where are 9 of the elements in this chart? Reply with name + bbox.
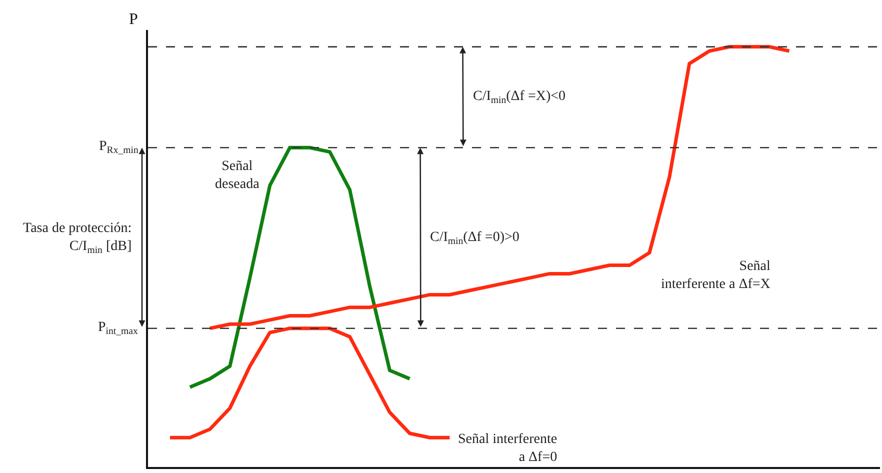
series-label: Señal interferente a Δf=0 bbox=[458, 432, 558, 466]
text: Tasa de protección: C/I$_{min}$ [dB] bbox=[23, 221, 132, 256]
series-label: Señal interferente a Δf=X bbox=[661, 259, 771, 292]
ref-line-label: P$_{Rx_min}$ bbox=[99, 139, 138, 156]
y-axis-title: P bbox=[129, 11, 138, 28]
annotation: C/I$_{min}$(Δf =X)<0 bbox=[473, 89, 566, 106]
annotation: C/I$_{min}$(Δf =0)>0 bbox=[430, 230, 520, 247]
series-label: Señal deseada bbox=[215, 159, 260, 192]
ref-line-label: P$_{int_max}$ bbox=[98, 320, 138, 337]
